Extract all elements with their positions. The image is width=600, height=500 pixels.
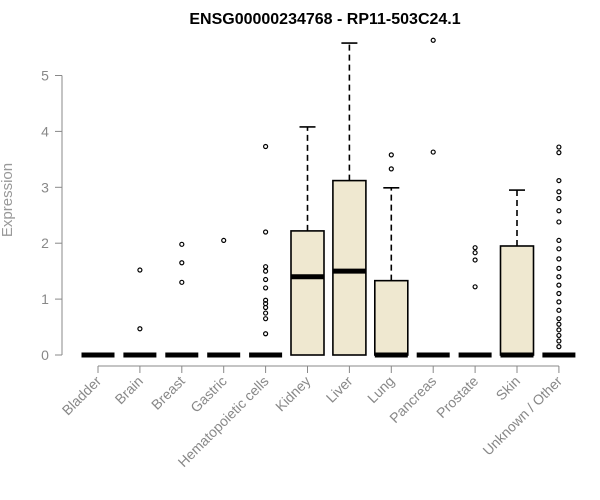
outlier-point <box>263 300 269 307</box>
outlier-point <box>556 189 562 195</box>
outlier-point <box>556 307 562 313</box>
box-group <box>542 144 576 358</box>
axes: 0 1 2 3 4 5 <box>41 68 560 373</box>
outlier-point <box>263 229 269 235</box>
outlier-point <box>556 150 562 156</box>
outlier-point <box>556 219 562 225</box>
outlier-point <box>556 256 562 262</box>
x-tick-label: Skin <box>493 373 524 404</box>
outlier-point <box>556 321 562 327</box>
outlier-point <box>221 237 227 244</box>
outlier-point <box>263 268 269 274</box>
outlier-point <box>388 166 394 172</box>
x-tick-label: Brain <box>112 373 146 407</box>
chart-title: ENSG00000234768 - RP11-503C24.1 <box>189 11 460 28</box>
outlier-point <box>556 246 562 252</box>
y-axis-label: Expression <box>0 163 16 237</box>
outlier-point <box>263 143 269 150</box>
boxes <box>81 37 576 358</box>
outlier-point <box>556 177 562 184</box>
outlier-point <box>430 149 436 155</box>
outlier-point <box>556 282 562 288</box>
outlier-point <box>179 241 185 247</box>
y-tick-label: 1 <box>41 291 49 307</box>
y-tick-label: 5 <box>41 68 49 84</box>
outlier-point <box>556 144 562 150</box>
x-tick-label: Breast <box>148 373 188 413</box>
box-group <box>123 267 157 358</box>
outlier-point <box>137 267 143 273</box>
y-tick-label: 2 <box>41 235 49 251</box>
outlier-point <box>472 257 478 263</box>
outlier-point <box>388 152 394 158</box>
x-tick-label: Bladder <box>59 373 105 419</box>
y-tick-label: 4 <box>41 123 49 139</box>
outlier-point <box>263 276 269 283</box>
outlier-point <box>263 310 269 316</box>
outlier-point <box>556 274 562 280</box>
outlier-point <box>263 316 269 322</box>
outlier-point <box>263 331 269 337</box>
x-tick-label: Unknown / Other <box>479 373 565 459</box>
outlier-point <box>472 284 478 290</box>
outlier-point <box>263 264 269 270</box>
y-tick-label: 3 <box>41 179 49 195</box>
box-rect <box>373 279 409 356</box>
box-rect <box>499 245 535 356</box>
box-group <box>458 245 492 358</box>
outlier-point <box>263 285 269 291</box>
outlier-point <box>556 208 562 214</box>
outlier-point <box>556 344 562 350</box>
box-group <box>416 37 450 358</box>
outlier-point <box>556 338 562 344</box>
outlier-point <box>556 327 562 333</box>
box-rect <box>290 230 325 356</box>
outlier-point <box>556 290 562 297</box>
x-tick-label: Kidney <box>272 373 314 415</box>
box-group <box>332 42 367 356</box>
x-tick-label: Lung <box>364 373 397 406</box>
outlier-point <box>556 195 562 202</box>
outlier-point <box>263 297 269 303</box>
outlier-point <box>179 279 185 285</box>
box-group <box>290 126 325 356</box>
outlier-point <box>556 299 562 305</box>
outlier-point <box>179 260 185 266</box>
box-group <box>373 152 409 358</box>
outlier-point <box>472 245 478 251</box>
box-group <box>499 189 535 358</box>
box-group <box>207 237 241 358</box>
x-tick-label: Pancreas <box>386 373 439 426</box>
x-tick-label: Prostate <box>433 373 481 421</box>
outlier-point <box>430 37 436 43</box>
box-rect <box>332 179 367 356</box>
box-group <box>249 143 283 358</box>
x-tick-label: Liver <box>323 373 356 406</box>
outlier-point <box>472 250 478 256</box>
outlier-point <box>556 265 562 271</box>
box-group <box>165 241 199 358</box>
outlier-point <box>556 316 562 322</box>
outlier-point <box>137 326 143 332</box>
outlier-point <box>556 237 562 244</box>
outlier-point <box>556 332 562 339</box>
y-tick-label: 0 <box>41 347 49 363</box>
